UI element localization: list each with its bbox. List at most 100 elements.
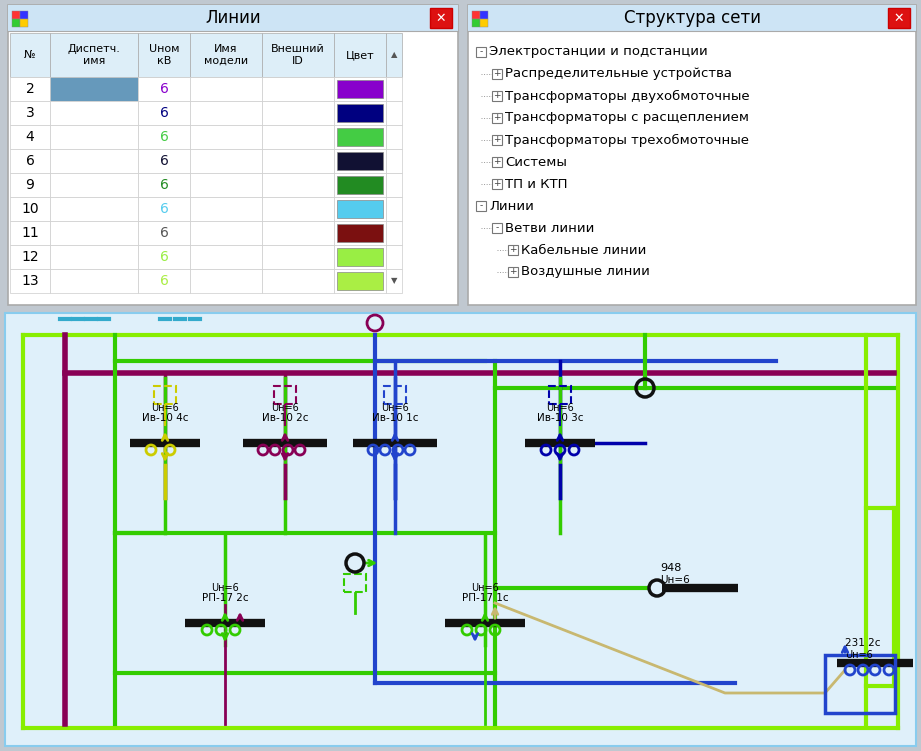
Bar xyxy=(190,77,262,101)
Text: Uн=6: Uн=6 xyxy=(151,403,179,413)
Bar xyxy=(344,574,366,592)
Bar xyxy=(10,245,50,269)
Text: Системы: Системы xyxy=(505,155,566,168)
Bar xyxy=(190,269,262,293)
Bar xyxy=(50,101,138,125)
Text: +: + xyxy=(509,267,517,276)
Text: Uн=6: Uн=6 xyxy=(546,403,574,413)
Bar xyxy=(50,173,138,197)
Text: ▲: ▲ xyxy=(391,50,397,59)
Bar xyxy=(138,149,190,173)
Bar xyxy=(337,176,383,194)
Bar xyxy=(138,173,190,197)
Text: Линии: Линии xyxy=(205,9,261,27)
Bar xyxy=(468,5,916,31)
Bar xyxy=(508,245,518,255)
Bar xyxy=(825,655,895,713)
Bar xyxy=(386,173,402,197)
Bar xyxy=(10,33,50,77)
Bar xyxy=(262,125,334,149)
Bar xyxy=(12,19,20,27)
Bar xyxy=(337,104,383,122)
Bar xyxy=(492,91,502,101)
Text: 6: 6 xyxy=(159,202,169,216)
Text: Uном
кВ: Uном кВ xyxy=(149,44,180,66)
Text: 6: 6 xyxy=(159,226,169,240)
Bar xyxy=(386,101,402,125)
Bar xyxy=(334,269,386,293)
Bar xyxy=(386,197,402,221)
Text: 231 2с: 231 2с xyxy=(845,638,880,648)
Text: 9: 9 xyxy=(26,178,34,192)
Bar xyxy=(5,313,916,746)
Bar xyxy=(334,173,386,197)
Text: 6: 6 xyxy=(159,274,169,288)
Text: Внешний
ID: Внешний ID xyxy=(271,44,325,66)
Bar xyxy=(386,245,402,269)
Text: Ив-10 1с: Ив-10 1с xyxy=(372,413,418,423)
Bar xyxy=(138,221,190,245)
Bar xyxy=(190,245,262,269)
Text: Воздушные линии: Воздушные линии xyxy=(521,266,650,279)
Text: Uн=6: Uн=6 xyxy=(381,403,409,413)
Bar xyxy=(138,77,190,101)
Text: +: + xyxy=(494,92,501,101)
Text: 6: 6 xyxy=(159,82,169,96)
Bar xyxy=(386,269,402,293)
Bar xyxy=(154,386,176,404)
Text: Цвет: Цвет xyxy=(345,50,374,60)
Text: Распределительные устройства: Распределительные устройства xyxy=(505,68,732,80)
Bar xyxy=(190,101,262,125)
Bar xyxy=(472,19,480,27)
Bar xyxy=(480,11,488,19)
Text: -: - xyxy=(479,47,483,56)
Text: 10: 10 xyxy=(21,202,39,216)
Bar xyxy=(50,269,138,293)
Bar xyxy=(334,101,386,125)
Text: +: + xyxy=(494,158,501,167)
Bar xyxy=(12,11,20,19)
Bar xyxy=(492,179,502,189)
Text: -: - xyxy=(479,201,483,210)
Text: РП-17 2с: РП-17 2с xyxy=(202,593,249,603)
Bar xyxy=(262,269,334,293)
Bar xyxy=(337,128,383,146)
Bar xyxy=(10,173,50,197)
Text: 12: 12 xyxy=(21,250,39,264)
Text: РП-17 1с: РП-17 1с xyxy=(461,593,508,603)
Bar xyxy=(337,224,383,242)
Bar xyxy=(337,152,383,170)
Bar xyxy=(50,125,138,149)
Bar xyxy=(190,197,262,221)
Text: Кабельные линии: Кабельные линии xyxy=(521,243,647,257)
Bar xyxy=(8,5,458,305)
Bar xyxy=(334,125,386,149)
Bar xyxy=(10,149,50,173)
Bar xyxy=(138,245,190,269)
Bar xyxy=(262,33,334,77)
Bar xyxy=(262,101,334,125)
Bar xyxy=(262,245,334,269)
Text: 13: 13 xyxy=(21,274,39,288)
Bar xyxy=(337,200,383,218)
Text: +: + xyxy=(494,70,501,79)
Bar xyxy=(492,69,502,79)
Text: ✕: ✕ xyxy=(893,11,904,25)
Text: Ив-10 2с: Ив-10 2с xyxy=(262,413,309,423)
Bar xyxy=(476,201,486,211)
Bar xyxy=(50,77,138,101)
Bar xyxy=(138,101,190,125)
Text: Uн=6: Uн=6 xyxy=(271,403,299,413)
Text: 948: 948 xyxy=(660,563,682,573)
Bar xyxy=(20,11,28,19)
Text: Электростанции и подстанции: Электростанции и подстанции xyxy=(489,46,707,59)
Text: ✕: ✕ xyxy=(436,11,447,25)
Text: ТП и КТП: ТП и КТП xyxy=(505,177,567,191)
Bar xyxy=(386,221,402,245)
Text: 6: 6 xyxy=(159,178,169,192)
Text: Uн=6: Uн=6 xyxy=(472,583,499,593)
Bar xyxy=(334,221,386,245)
Text: -: - xyxy=(495,224,498,233)
Bar xyxy=(262,197,334,221)
Bar xyxy=(10,77,50,101)
